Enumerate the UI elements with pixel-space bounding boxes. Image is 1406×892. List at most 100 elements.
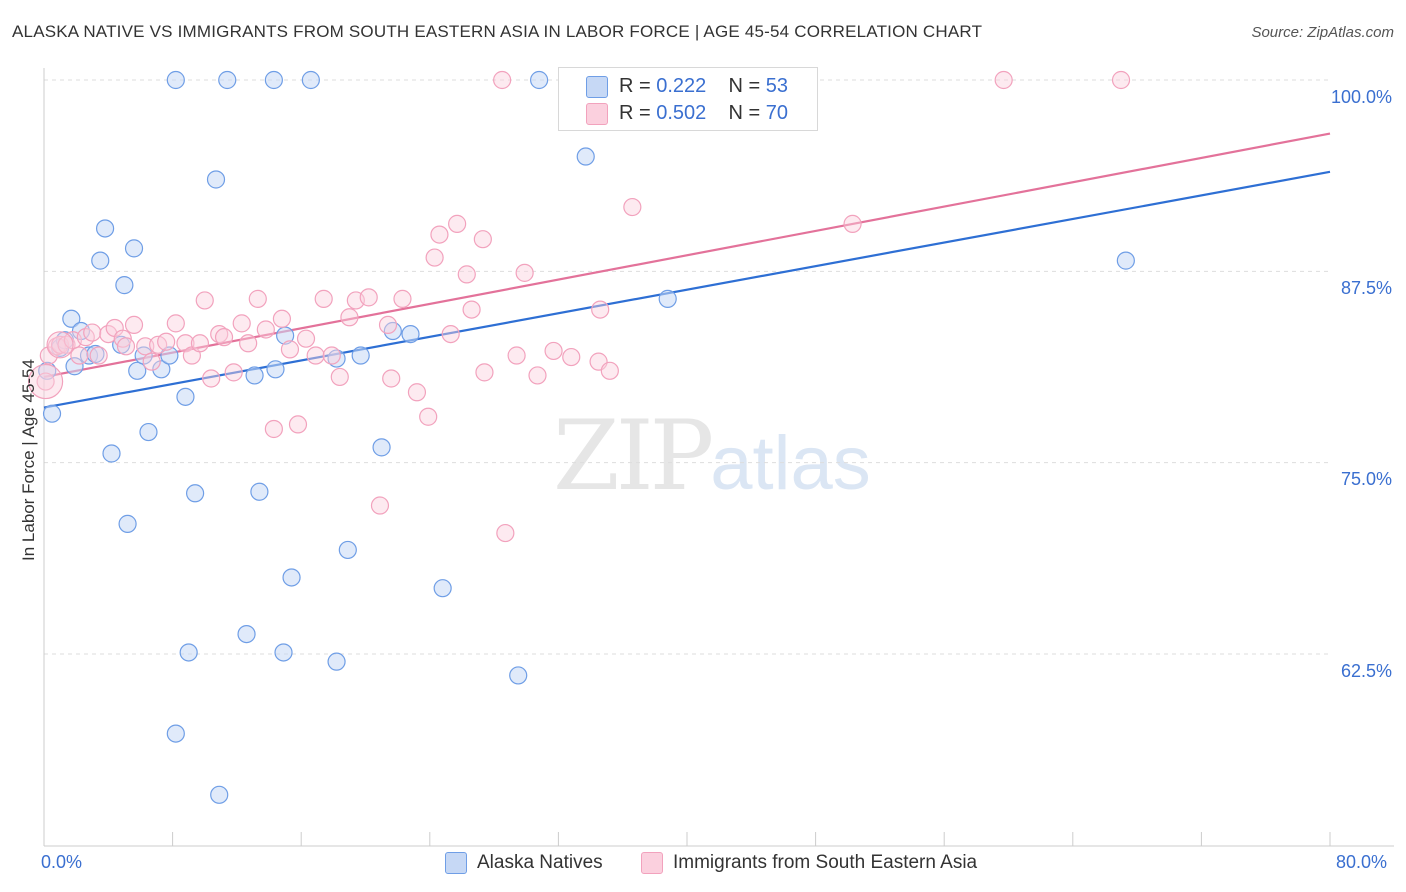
point-asia xyxy=(425,248,444,267)
point-alaska xyxy=(245,366,264,385)
point-alaska xyxy=(179,643,198,662)
point-asia xyxy=(473,230,492,249)
point-alaska xyxy=(401,324,420,344)
watermark-atlas: atlas xyxy=(710,421,871,506)
point-asia xyxy=(210,324,229,344)
point-alaska xyxy=(237,625,256,644)
point-asia xyxy=(57,335,76,354)
point-alaska xyxy=(530,70,549,90)
legend-r-label: R = xyxy=(619,75,651,97)
point-asia xyxy=(1111,70,1131,90)
point-asia xyxy=(256,320,275,339)
bottom-legend-label-alaska: Alaska Natives xyxy=(477,852,603,874)
point-asia xyxy=(623,197,642,217)
point-asia xyxy=(382,369,401,388)
point-asia xyxy=(493,70,512,90)
point-alaska xyxy=(139,422,158,442)
point-alaska xyxy=(118,514,137,533)
point-asia xyxy=(448,214,467,233)
point-alaska xyxy=(176,387,195,406)
point-alaska xyxy=(264,70,283,90)
point-asia xyxy=(475,363,494,382)
legend-n-label: N = xyxy=(728,75,761,97)
legend-n-value: 70 xyxy=(765,102,789,124)
point-asia xyxy=(457,265,476,284)
point-asia xyxy=(224,363,243,382)
point-asia xyxy=(202,369,221,388)
point-alaska xyxy=(102,444,121,463)
point-asia xyxy=(359,288,378,307)
point-alaska xyxy=(351,346,370,365)
point-asia xyxy=(496,523,515,543)
chart-title: ALASKA NATIVE VS IMMIGRANTS FROM SOUTH E… xyxy=(12,22,983,41)
legend-swatch-alaska xyxy=(586,76,608,98)
point-alaska xyxy=(327,349,346,368)
point-alaska xyxy=(210,785,229,804)
point-asia xyxy=(314,289,333,308)
y-tick-label-87-5: 87.5% xyxy=(1340,278,1392,298)
point-alaska xyxy=(509,666,528,685)
point-alaska xyxy=(372,438,391,457)
point-alaska xyxy=(206,170,226,189)
point-asia xyxy=(70,346,89,365)
point-asia xyxy=(76,328,95,347)
point-alaska xyxy=(128,361,147,380)
axes xyxy=(43,68,1394,847)
point-alaska xyxy=(91,251,110,270)
point-alaska xyxy=(115,276,134,295)
bottom-legend-swatch-alaska xyxy=(445,852,467,874)
point-asia xyxy=(393,289,412,308)
point-alaska xyxy=(166,70,185,90)
point-alaska xyxy=(282,568,301,587)
point-asia xyxy=(296,329,316,348)
bottom-legend-swatch-asia xyxy=(641,852,663,874)
point-asia xyxy=(190,334,210,353)
point-alaska xyxy=(576,147,595,166)
point-alaska xyxy=(152,360,171,379)
point-asia xyxy=(407,383,427,402)
point-asia xyxy=(600,361,619,380)
point-asia xyxy=(370,496,390,515)
point-asia xyxy=(462,300,481,319)
point-asia xyxy=(116,337,136,356)
point-alaska xyxy=(327,652,346,671)
y-tick-label-75: 75.0% xyxy=(1340,469,1392,489)
point-asia xyxy=(340,308,359,327)
point-asia xyxy=(288,415,308,434)
x-tick-label-min: 0.0% xyxy=(41,852,83,872)
point-asia xyxy=(843,214,862,233)
point-asia xyxy=(515,263,534,282)
point-asia xyxy=(562,347,581,367)
point-asia xyxy=(544,341,563,361)
point-asia xyxy=(248,289,267,308)
point-asia xyxy=(195,291,214,310)
point-alaska xyxy=(338,540,357,560)
watermark: ZIPatlas xyxy=(553,400,871,512)
legend-r-label: R = xyxy=(619,102,651,124)
point-alaska xyxy=(160,346,179,365)
point-asia xyxy=(264,419,283,439)
point-alaska xyxy=(65,357,84,376)
point-asia xyxy=(272,309,292,328)
point-alaska xyxy=(250,482,269,501)
source-credit: Source: ZipAtlas.com xyxy=(1251,24,1394,41)
trend-line-asia xyxy=(43,132,1331,379)
point-asia xyxy=(239,334,258,353)
point-asia xyxy=(430,225,449,244)
point-asia xyxy=(280,340,300,359)
point-asia xyxy=(142,352,161,371)
point-asia xyxy=(306,346,325,365)
point-asia xyxy=(214,328,234,347)
legend-n-value: 53 xyxy=(765,75,789,97)
point-asia xyxy=(36,372,55,391)
point-asia xyxy=(232,314,251,333)
point-alaska xyxy=(186,484,205,503)
point-alaska xyxy=(95,219,115,238)
point-alaska xyxy=(42,404,62,423)
point-alaska xyxy=(274,643,293,662)
point-asia xyxy=(157,332,176,351)
y-tick-label-100: 100.0% xyxy=(1330,87,1392,107)
x-tick-label-max: 80.0% xyxy=(1336,852,1388,872)
point-asia xyxy=(528,366,547,385)
